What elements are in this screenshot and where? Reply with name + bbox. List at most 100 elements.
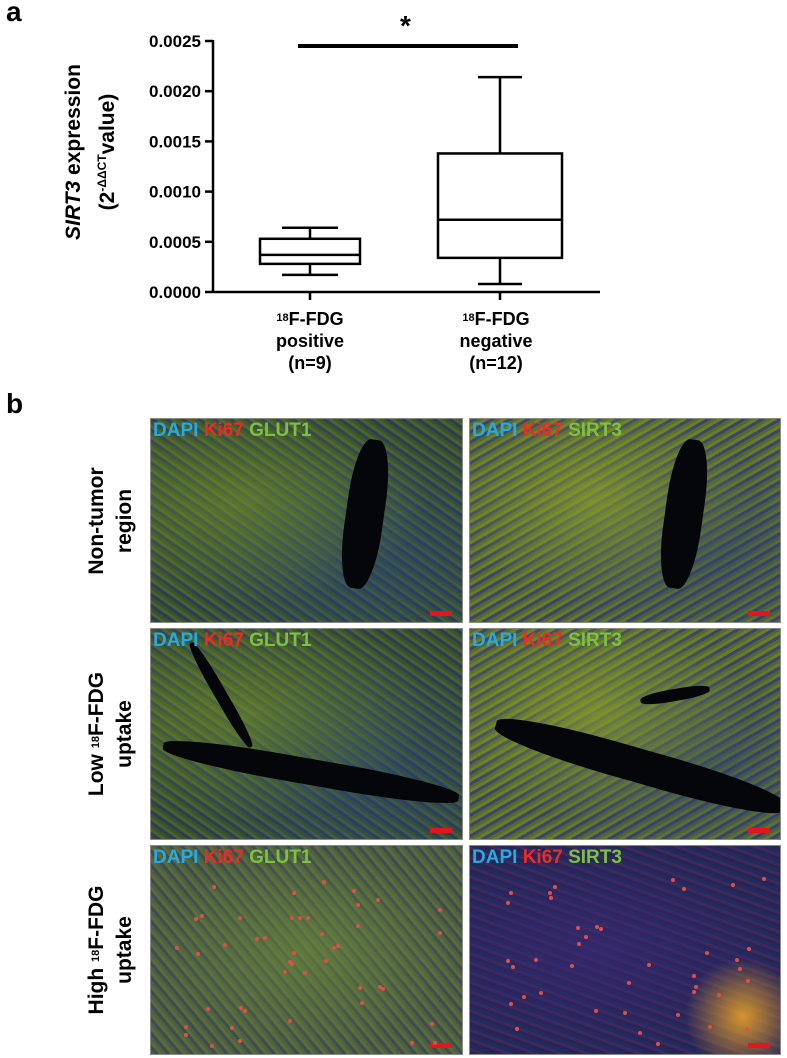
- ki67-nucleus-dot: [553, 884, 558, 889]
- ki67-nucleus-dot: [409, 1040, 414, 1045]
- ki67-nucleus-dot: [290, 915, 295, 920]
- ki67-nucleus-dot: [303, 971, 308, 976]
- ki67-nucleus-dot: [521, 995, 526, 1000]
- ki67-nucleus-dot: [569, 964, 574, 969]
- scale-bar: [430, 828, 452, 833]
- ki67-nucleus-dot: [200, 914, 205, 919]
- box-iqr: [258, 237, 362, 266]
- ki67-nucleus-dot: [183, 1025, 188, 1030]
- ki67-nucleus-dot: [647, 962, 652, 967]
- ki67-nucleus-dot: [509, 1001, 514, 1006]
- ki67-nucleus-dot: [433, 1040, 438, 1045]
- ki67-nucleus-dot: [184, 1033, 189, 1038]
- ki67-nucleus-dot: [704, 951, 709, 956]
- ki67-nucleus-dot: [548, 891, 553, 896]
- ki67-nucleus-dot: [583, 935, 588, 940]
- scale-bar: [430, 611, 452, 616]
- row-label-low-uptake: Low 18F-FDG uptake: [85, 671, 136, 797]
- ki67-nucleus-dot: [210, 1043, 215, 1048]
- ki67-nucleus-dot: [331, 945, 336, 950]
- scale-bar: [748, 1043, 770, 1048]
- ki67-nucleus-dot: [682, 886, 687, 891]
- ki67-nucleus-dot: [735, 957, 740, 962]
- panel-a-letter: a: [6, 0, 22, 27]
- y-tick-label: 0.0010: [149, 183, 201, 202]
- scale-bar: [430, 1043, 452, 1048]
- stain-label: DAPI Ki67 GLUT1: [153, 630, 312, 651]
- y-tick-label: 0.0020: [149, 82, 201, 101]
- y-tick-label: 0.0005: [149, 233, 201, 252]
- ki67-nucleus-dot: [196, 951, 201, 956]
- ki67-nucleus-dot: [381, 986, 386, 991]
- y-tick-label: 0.0015: [149, 132, 201, 151]
- ki67-nucleus-dot: [239, 1006, 244, 1011]
- ki67-nucleus-dot: [505, 959, 510, 964]
- stain-label: DAPI Ki67 SIRT3: [472, 420, 622, 441]
- ki67-nucleus-dot: [675, 1012, 680, 1017]
- ki67-nucleus-dot: [655, 1041, 660, 1046]
- ki67-nucleus-dot: [694, 984, 699, 989]
- ki67-nucleus-dot: [515, 1026, 519, 1031]
- ki67-nucleus-dot: [291, 891, 296, 896]
- stain-label: DAPI Ki67 GLUT1: [153, 420, 312, 441]
- ki67-nucleus-dot: [358, 985, 363, 990]
- ki67-nucleus-dot: [319, 932, 324, 937]
- ki67-nucleus-dot: [737, 966, 742, 971]
- ki67-nucleus-dot: [595, 925, 600, 930]
- ki67-nucleus-dot: [746, 946, 751, 951]
- micrograph-nontumor-sirt3: DAPI Ki67 SIRT3: [469, 418, 781, 623]
- ki67-nucleus-dot: [237, 916, 242, 921]
- scale-bar: [748, 611, 770, 616]
- ki67-nucleus-dot: [745, 979, 750, 984]
- ki67-nucleus-dot: [623, 1011, 628, 1016]
- ki67-nucleus-dot: [745, 1026, 750, 1031]
- significance-star: *: [400, 10, 411, 41]
- ki67-nucleus-dot: [321, 880, 326, 885]
- ki67-nucleus-dot: [707, 1024, 712, 1029]
- ki67-nucleus-dot: [376, 898, 381, 903]
- ki67-nucleus-dot: [359, 1001, 364, 1006]
- ki67-nucleus-dot: [598, 927, 603, 932]
- ki67-nucleus-dot: [730, 883, 735, 888]
- ki67-nucleus-dot: [288, 960, 293, 965]
- ki67-nucleus-dot: [223, 942, 228, 947]
- ki67-nucleus-dot: [238, 1038, 243, 1043]
- stain-label: DAPI Ki67 GLUT1: [153, 847, 312, 868]
- micrograph-low-sirt3: DAPI Ki67 SIRT3: [469, 628, 781, 840]
- x-category-label-negative: 18F-FDG negative (n=12): [459, 309, 533, 373]
- ki67-nucleus-dot: [593, 1008, 598, 1013]
- ki67-nucleus-dot: [355, 923, 360, 928]
- ki67-nucleus-dot: [323, 958, 328, 963]
- box-plot-chart: 0.0000 0.0005 0.0010 0.0015 0.0020 0.0025: [149, 32, 600, 302]
- ki67-nucleus-dot: [351, 889, 356, 894]
- y-tick-label: 0.0025: [149, 32, 201, 51]
- ki67-nucleus-dot: [291, 950, 296, 955]
- row-label-non-tumor: Non-tumor region: [85, 466, 136, 575]
- ki67-nucleus-dot: [282, 969, 287, 974]
- x-category-label-positive: 18F-FDG positive (n=9): [275, 309, 345, 373]
- ki67-nucleus-dot: [254, 936, 259, 941]
- ki67-nucleus-dot: [355, 902, 360, 907]
- y-tick-label: 0.0000: [149, 283, 201, 302]
- stain-label: DAPI Ki67 SIRT3: [472, 847, 622, 868]
- ki67-nucleus-dot: [577, 941, 582, 946]
- ki67-nucleus-dot: [305, 915, 310, 920]
- ki67-nucleus-dot: [717, 992, 722, 997]
- ki67-nucleus-dot: [212, 884, 217, 889]
- ki67-nucleus-dot: [691, 973, 696, 978]
- ki67-nucleus-dot: [510, 964, 515, 969]
- ki67-nucleus-dot: [548, 896, 553, 901]
- micrograph-high-sirt3: DAPI Ki67 SIRT3: [469, 845, 781, 1055]
- micrograph-low-glut1: DAPI Ki67 GLUT1: [150, 628, 463, 840]
- ki67-nucleus-dot: [575, 926, 580, 931]
- ki67-nucleus-dot: [692, 990, 697, 995]
- scale-bar: [748, 828, 770, 833]
- ki67-nucleus-dot: [243, 1008, 248, 1013]
- ki67-nucleus-dot: [262, 935, 267, 940]
- ki67-nucleus-dot: [289, 962, 294, 967]
- ki67-nucleus-dot: [762, 877, 767, 882]
- ki67-nucleus-dot: [297, 916, 302, 921]
- ki67-nucleus-dot: [638, 1031, 643, 1036]
- ki67-nucleus-dot: [509, 891, 514, 896]
- ki67-nucleus-dot: [438, 931, 442, 936]
